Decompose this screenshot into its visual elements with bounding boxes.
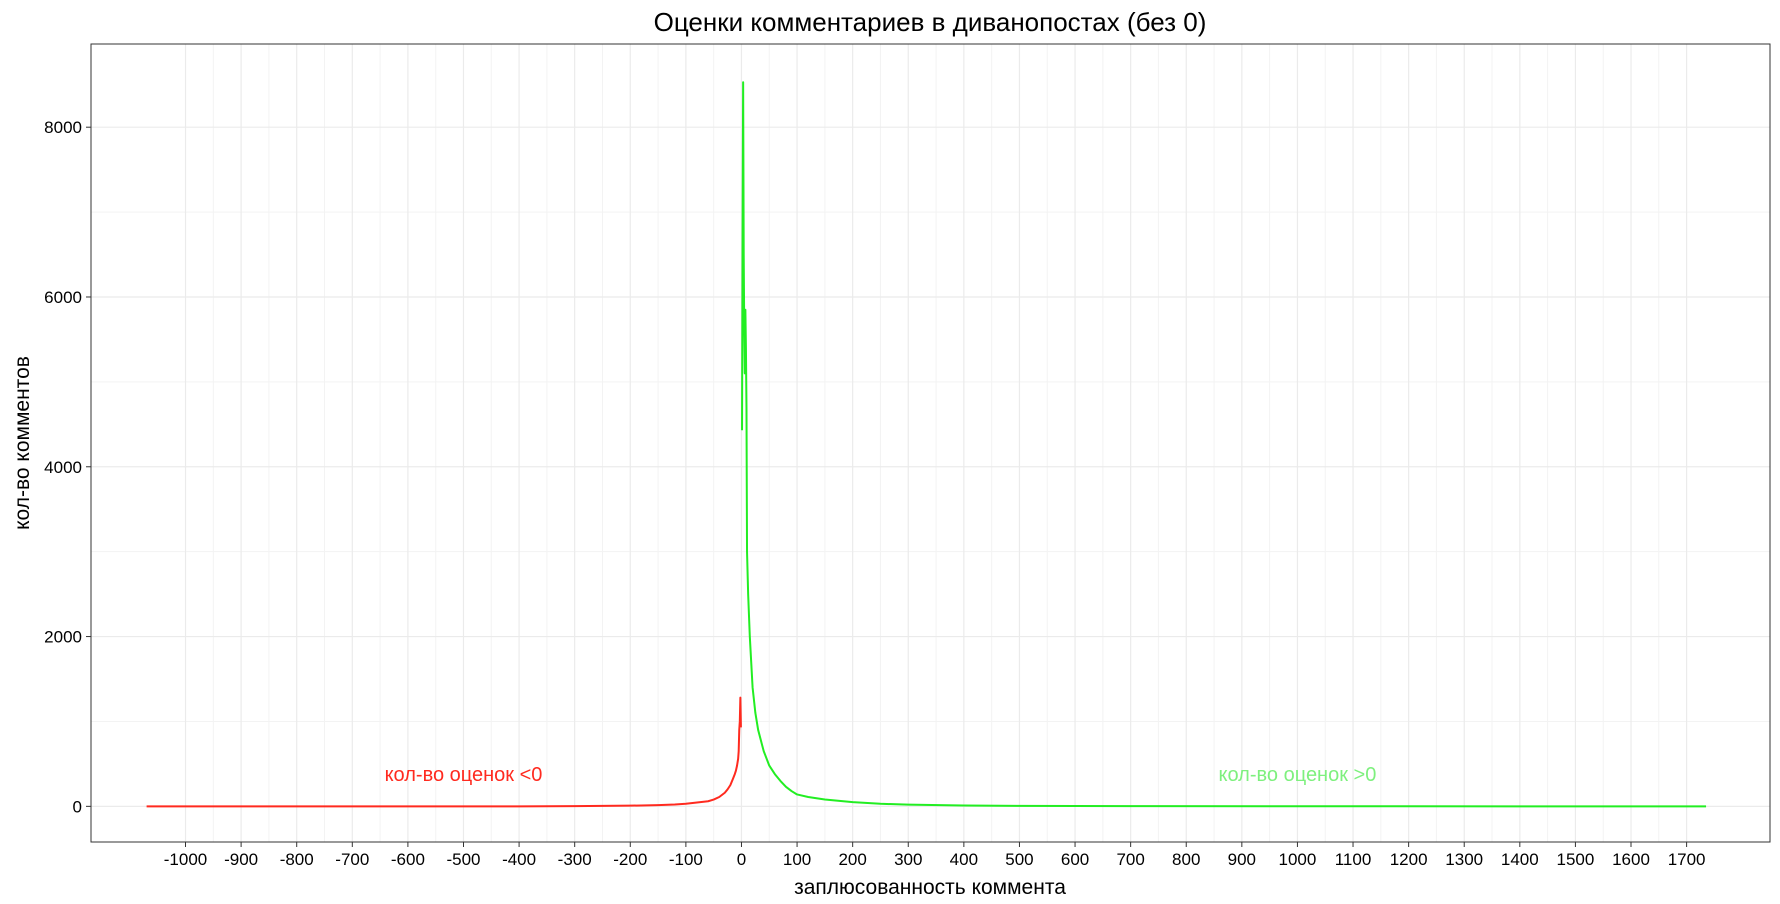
series-line-positive — [741, 81, 1707, 808]
y-tick-label: 0 — [73, 797, 82, 816]
x-tick-label: 0 — [737, 850, 746, 869]
plot-border — [90, 43, 1771, 843]
y-axis-title: кол-во комментов — [11, 356, 34, 530]
x-tick-label: 1700 — [1668, 850, 1706, 869]
x-tick-label: 200 — [838, 850, 866, 869]
x-tick-label: -700 — [335, 850, 369, 869]
x-axis: -1000 -900 -800 -700 -600 -500 -400 -300 -200 -10… — [164, 842, 1706, 869]
x-tick-label: 1500 — [1556, 850, 1594, 869]
x-tick-label: 1300 — [1445, 850, 1483, 869]
x-tick-label: -1000 — [164, 850, 207, 869]
x-tick-label: -200 — [613, 850, 647, 869]
x-tick-label: 1200 — [1390, 850, 1428, 869]
series-line-negative — [146, 696, 742, 808]
x-tick-label: 300 — [894, 850, 922, 869]
x-tick-label: 1600 — [1612, 850, 1650, 869]
x-tick-label: 800 — [1172, 850, 1200, 869]
x-tick-label: 900 — [1228, 850, 1256, 869]
y-tick-label: 4000 — [44, 458, 82, 477]
y-tick-label: 6000 — [44, 288, 82, 307]
x-axis-title: заплюсованность коммента — [794, 876, 1066, 899]
y-tick-label: 8000 — [44, 118, 82, 137]
x-tick-label: 600 — [1061, 850, 1089, 869]
x-tick-label: -900 — [224, 850, 258, 869]
x-tick-label: -400 — [502, 850, 536, 869]
x-tick-label: 100 — [783, 850, 811, 869]
x-tick-label: 1000 — [1279, 850, 1317, 869]
annotation-positive: кол-во оценок >0 — [1219, 764, 1377, 786]
grid-minor — [91, 44, 1770, 842]
series-layer — [146, 81, 1707, 808]
grid-major — [91, 44, 1770, 842]
x-tick-label: 500 — [1005, 850, 1033, 869]
x-tick-label: 1100 — [1335, 850, 1372, 869]
x-tick-label: -800 — [280, 850, 314, 869]
x-tick-label: -600 — [391, 850, 425, 869]
annotation-layer: кол-во оценок <0 кол-во оценок >0 — [385, 764, 1377, 786]
x-tick-label: 400 — [950, 850, 978, 869]
y-tick-label: 2000 — [44, 628, 82, 647]
chart-title: Оценки комментариев в диванопостах (без … — [654, 7, 1207, 37]
plot-panel — [91, 44, 1770, 842]
x-tick-label: -500 — [446, 850, 480, 869]
x-tick-label: -300 — [558, 850, 592, 869]
y-axis: 0 2000 4000 6000 8000 — [44, 118, 91, 816]
annotation-negative: кол-во оценок <0 — [385, 764, 543, 786]
x-tick-label: 700 — [1116, 850, 1144, 869]
x-tick-label: -100 — [669, 850, 703, 869]
x-tick-label: 1400 — [1501, 850, 1539, 869]
